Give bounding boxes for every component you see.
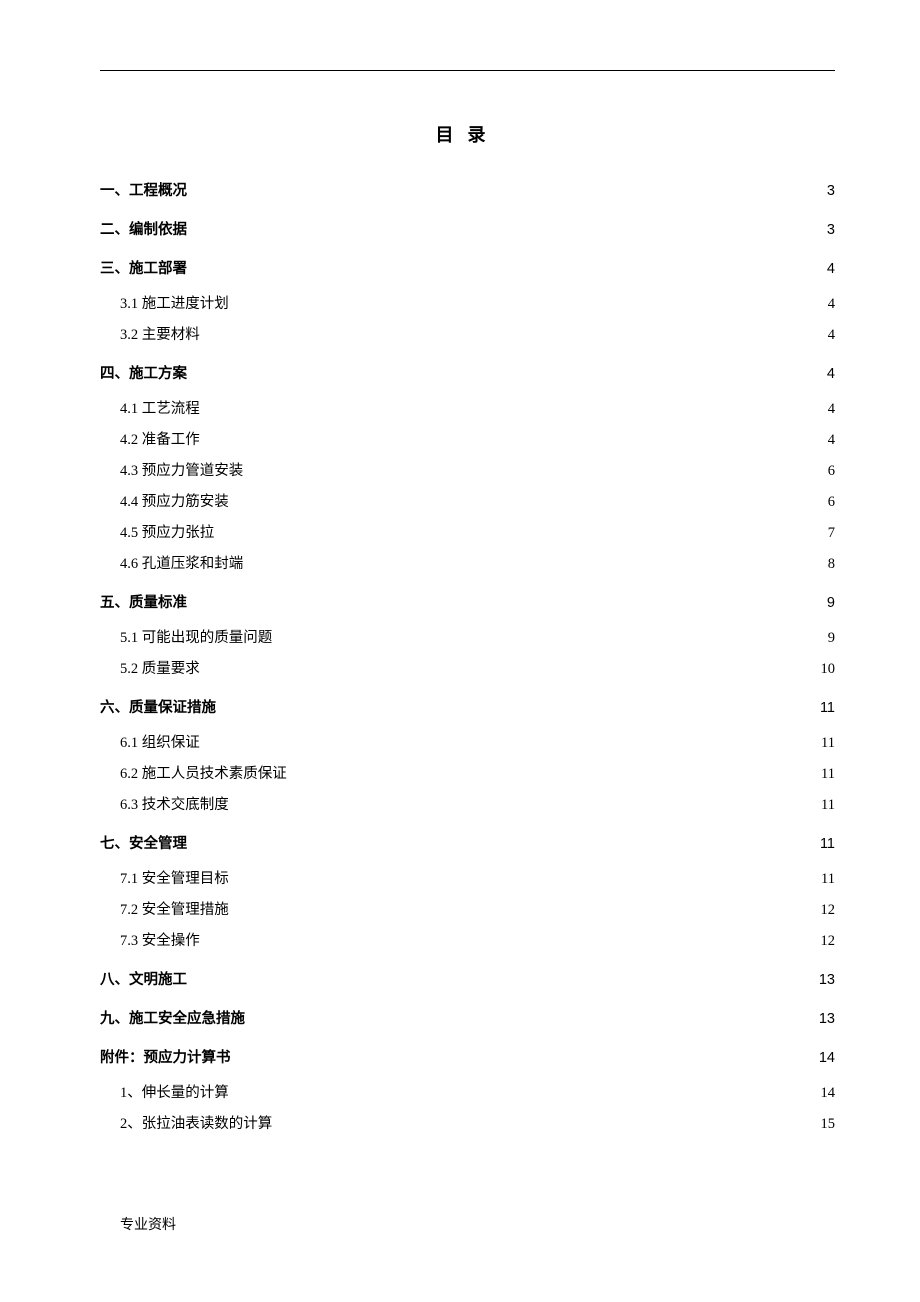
toc-entry-label: 5.1 可能出现的质量问题: [120, 626, 272, 647]
toc-entry-label: 六、质量保证措施: [100, 696, 216, 717]
toc-entry: 6.1 组织保证 11: [100, 731, 835, 752]
toc-entry-page: 11: [820, 836, 835, 852]
toc-entry-page: 11: [820, 700, 835, 716]
toc-entry-page: 11: [821, 871, 835, 888]
toc-entry-label: 3.1 施工进度计划: [120, 292, 229, 313]
toc-entry-page: 10: [821, 661, 836, 678]
toc-entry-page: 3: [827, 183, 835, 199]
toc-entry-page: 4: [828, 432, 835, 449]
toc-entry-page: 14: [819, 1050, 835, 1066]
toc-entry-page: 13: [819, 972, 835, 988]
top-rule: [100, 70, 835, 71]
toc-entry-page: 13: [819, 1011, 835, 1027]
toc-entry-label: 二、编制依据: [100, 218, 187, 239]
toc-entry-label: 2、张拉油表读数的计算: [120, 1112, 272, 1133]
toc-entry-page: 3: [827, 222, 835, 238]
toc-entry-page: 11: [821, 797, 835, 814]
toc-entry-label: 1、伸长量的计算: [120, 1081, 229, 1102]
toc-entry: 6.2 施工人员技术素质保证 11: [100, 762, 835, 783]
toc-entry-page: 4: [827, 261, 835, 277]
toc-entry-label: 6.2 施工人员技术素质保证: [120, 762, 287, 783]
toc-entry: 4.6 孔道压浆和封端 8: [100, 552, 835, 573]
toc-entry-page: 12: [821, 902, 836, 919]
table-of-contents: 一、工程概况3二、编制依据3三、施工部署43.1 施工进度计划43.2 主要材料…: [100, 179, 835, 1133]
toc-entry-page: 6: [828, 494, 835, 511]
toc-entry: 3.1 施工进度计划 4: [100, 292, 835, 313]
toc-entry-page: 9: [827, 595, 835, 611]
toc-entry-page: 14: [821, 1085, 836, 1102]
toc-entry-page: 15: [821, 1116, 836, 1133]
toc-entry: 六、质量保证措施 11: [100, 696, 835, 717]
page-title: 目录: [100, 121, 835, 147]
toc-entry: 1、伸长量的计算 14: [100, 1081, 835, 1102]
toc-entry: 八、文明施工 13: [100, 968, 835, 989]
toc-entry-label: 4.1 工艺流程: [120, 397, 200, 418]
toc-entry: 三、施工部署 4: [100, 257, 835, 278]
toc-entry: 4.2 准备工作 4: [100, 428, 835, 449]
toc-entry: 一、工程概况 3: [100, 179, 835, 200]
toc-entry-label: 八、文明施工: [100, 968, 187, 989]
toc-entry-label: 6.1 组织保证: [120, 731, 200, 752]
toc-entry-label: 五、质量标准: [100, 591, 187, 612]
toc-entry-page: 12: [821, 933, 836, 950]
toc-entry-label: 7.2 安全管理措施: [120, 898, 229, 919]
toc-entry-page: 7: [828, 525, 835, 542]
toc-entry-page: 4: [827, 366, 835, 382]
toc-entry-page: 6: [828, 463, 835, 480]
toc-entry-page: 4: [828, 401, 835, 418]
toc-entry-label: 三、施工部署: [100, 257, 187, 278]
toc-entry: 二、编制依据 3: [100, 218, 835, 239]
toc-entry-page: 9: [828, 630, 835, 647]
toc-entry-page: 8: [828, 556, 835, 573]
toc-entry: 九、施工安全应急措施 13: [100, 1007, 835, 1028]
toc-entry: 3.2 主要材料 4: [100, 323, 835, 344]
toc-entry-label: 一、工程概况: [100, 179, 187, 200]
toc-entry-page: 11: [821, 766, 835, 783]
toc-entry: 附件：预应力计算书 14: [100, 1046, 835, 1067]
toc-entry: 2、张拉油表读数的计算 15: [100, 1112, 835, 1133]
toc-entry: 7.3 安全操作 12: [100, 929, 835, 950]
toc-entry: 四、施工方案 4: [100, 362, 835, 383]
toc-entry-label: 四、施工方案: [100, 362, 187, 383]
toc-entry-page: 4: [828, 296, 835, 313]
toc-entry-label: 附件：预应力计算书: [100, 1046, 231, 1067]
toc-entry-label: 7.1 安全管理目标: [120, 867, 229, 888]
toc-entry-label: 5.2 质量要求: [120, 657, 200, 678]
footer-text: 专业资料: [120, 1214, 176, 1234]
toc-entry: 5.1 可能出现的质量问题 9: [100, 626, 835, 647]
toc-entry-label: 4.5 预应力张拉: [120, 521, 214, 542]
toc-entry: 7.2 安全管理措施 12: [100, 898, 835, 919]
toc-entry-label: 7.3 安全操作: [120, 929, 200, 950]
toc-entry-label: 七、安全管理: [100, 832, 187, 853]
toc-entry-page: 4: [828, 327, 835, 344]
toc-entry: 4.4 预应力筋安装 6: [100, 490, 835, 511]
toc-entry-label: 4.6 孔道压浆和封端: [120, 552, 243, 573]
toc-entry: 4.3 预应力管道安装 6: [100, 459, 835, 480]
toc-entry-label: 4.4 预应力筋安装: [120, 490, 229, 511]
toc-entry-label: 4.3 预应力管道安装: [120, 459, 243, 480]
document-page: 目录 一、工程概况3二、编制依据3三、施工部署43.1 施工进度计划43.2 主…: [0, 0, 920, 1183]
toc-entry-label: 6.3 技术交底制度: [120, 793, 229, 814]
toc-entry-label: 九、施工安全应急措施: [100, 1007, 245, 1028]
toc-entry: 七、安全管理 11: [100, 832, 835, 853]
toc-entry: 4.1 工艺流程 4: [100, 397, 835, 418]
toc-entry: 五、质量标准 9: [100, 591, 835, 612]
toc-entry: 4.5 预应力张拉 7: [100, 521, 835, 542]
toc-entry-label: 4.2 准备工作: [120, 428, 200, 449]
toc-entry-page: 11: [821, 735, 835, 752]
toc-entry-label: 3.2 主要材料: [120, 323, 200, 344]
toc-entry: 7.1 安全管理目标 11: [100, 867, 835, 888]
toc-entry: 6.3 技术交底制度 11: [100, 793, 835, 814]
toc-entry: 5.2 质量要求 10: [100, 657, 835, 678]
